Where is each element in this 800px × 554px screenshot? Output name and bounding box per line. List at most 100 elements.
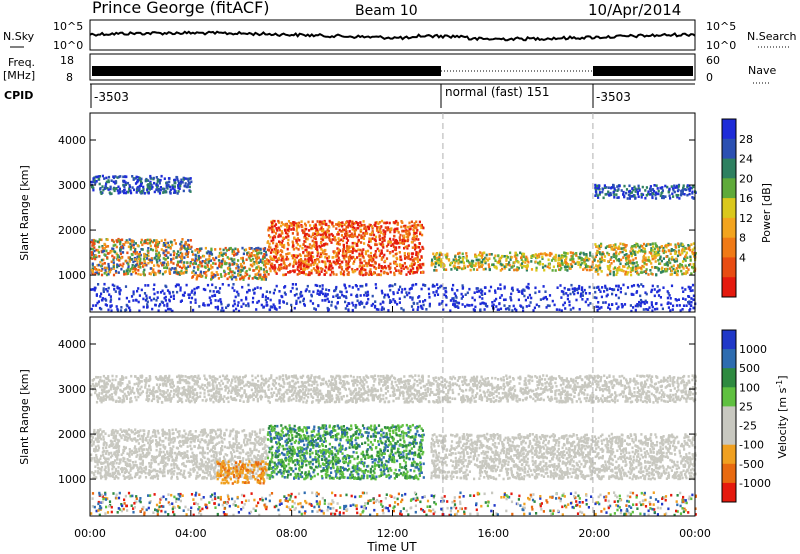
data-cell <box>644 189 647 192</box>
data-cell <box>340 266 343 269</box>
data-cell <box>107 286 110 290</box>
data-cell <box>252 296 255 300</box>
data-cell <box>348 219 352 223</box>
data-cell <box>142 429 145 432</box>
data-cell <box>132 243 135 247</box>
data-cell <box>640 283 643 286</box>
data-cell <box>132 464 135 467</box>
data-cell <box>325 235 329 239</box>
data-cell <box>612 273 615 277</box>
data-cell <box>436 283 439 286</box>
data-cell <box>357 240 360 244</box>
data-cell <box>128 306 131 310</box>
data-cell <box>510 256 513 259</box>
data-cell <box>480 256 484 259</box>
data-cell <box>455 301 458 304</box>
data-cell <box>176 176 179 179</box>
data-cell <box>279 234 282 238</box>
data-cell <box>98 255 101 258</box>
data-cell <box>408 252 411 256</box>
data-cell <box>499 296 502 299</box>
data-cell <box>156 188 159 192</box>
data-cell <box>372 258 375 262</box>
data-cell <box>337 256 340 260</box>
data-cell <box>451 297 454 300</box>
data-cell <box>304 233 307 236</box>
data-cell <box>120 267 123 271</box>
data-cell <box>171 186 174 189</box>
data-cell <box>209 251 212 254</box>
data-cell <box>690 297 693 300</box>
data-cell <box>324 231 327 234</box>
data-cell <box>314 237 317 240</box>
data-cell <box>366 290 369 294</box>
data-cell <box>273 269 276 272</box>
data-cell <box>386 249 389 252</box>
data-cell <box>278 306 281 309</box>
data-cell <box>402 308 405 312</box>
colorbar-segment <box>722 277 736 298</box>
data-cell <box>94 460 97 463</box>
data-cell <box>251 257 255 261</box>
data-cell <box>143 273 146 277</box>
data-cell <box>438 253 441 257</box>
data-cell <box>688 246 691 249</box>
data-cell <box>302 299 305 302</box>
data-cell <box>154 460 157 464</box>
data-cell <box>593 286 596 290</box>
data-cell <box>101 191 104 194</box>
data-cell <box>292 265 295 268</box>
data-cell <box>359 261 362 264</box>
data-cell <box>166 304 169 308</box>
data-cell <box>173 188 176 191</box>
data-cell <box>413 239 416 242</box>
data-cell <box>99 457 102 461</box>
data-cell <box>175 459 178 462</box>
data-cell <box>195 277 198 281</box>
data-cell <box>178 273 181 276</box>
data-cell <box>233 250 236 253</box>
data-cell <box>104 471 108 474</box>
data-cell <box>256 469 259 473</box>
data-cell <box>98 436 101 440</box>
data-cell <box>282 273 285 277</box>
data-cell <box>581 294 584 297</box>
data-cell <box>104 470 107 473</box>
data-cell <box>117 185 120 189</box>
data-cell <box>344 286 347 290</box>
data-cell <box>135 251 138 254</box>
data-cell <box>364 225 367 229</box>
data-cell <box>524 261 527 264</box>
data-cell <box>143 260 146 263</box>
data-cell <box>218 476 221 479</box>
data-cell <box>623 265 626 268</box>
data-cell <box>636 271 639 275</box>
data-cell <box>129 247 132 251</box>
data-cell <box>333 251 336 255</box>
data-cell <box>253 248 256 251</box>
data-cell <box>640 193 643 197</box>
data-cell <box>170 455 174 458</box>
data-cell <box>90 288 93 291</box>
data-cell <box>278 264 281 267</box>
data-cell <box>640 196 643 199</box>
data-cell <box>508 305 511 308</box>
data-cell <box>692 298 695 301</box>
data-cell <box>166 455 169 459</box>
data-cell <box>155 249 158 253</box>
data-cell <box>119 252 122 256</box>
data-cell <box>246 273 249 276</box>
data-cell <box>168 290 171 294</box>
data-cell <box>356 299 359 303</box>
data-cell <box>625 259 628 262</box>
data-cell <box>378 234 381 238</box>
data-cell <box>616 185 619 188</box>
data-cell <box>619 287 622 290</box>
data-cell <box>91 239 94 242</box>
data-cell <box>190 455 193 458</box>
data-cell <box>321 235 324 239</box>
data-cell <box>282 266 285 269</box>
data-cell <box>655 302 658 305</box>
data-cell <box>256 277 259 280</box>
data-cell <box>486 259 490 262</box>
